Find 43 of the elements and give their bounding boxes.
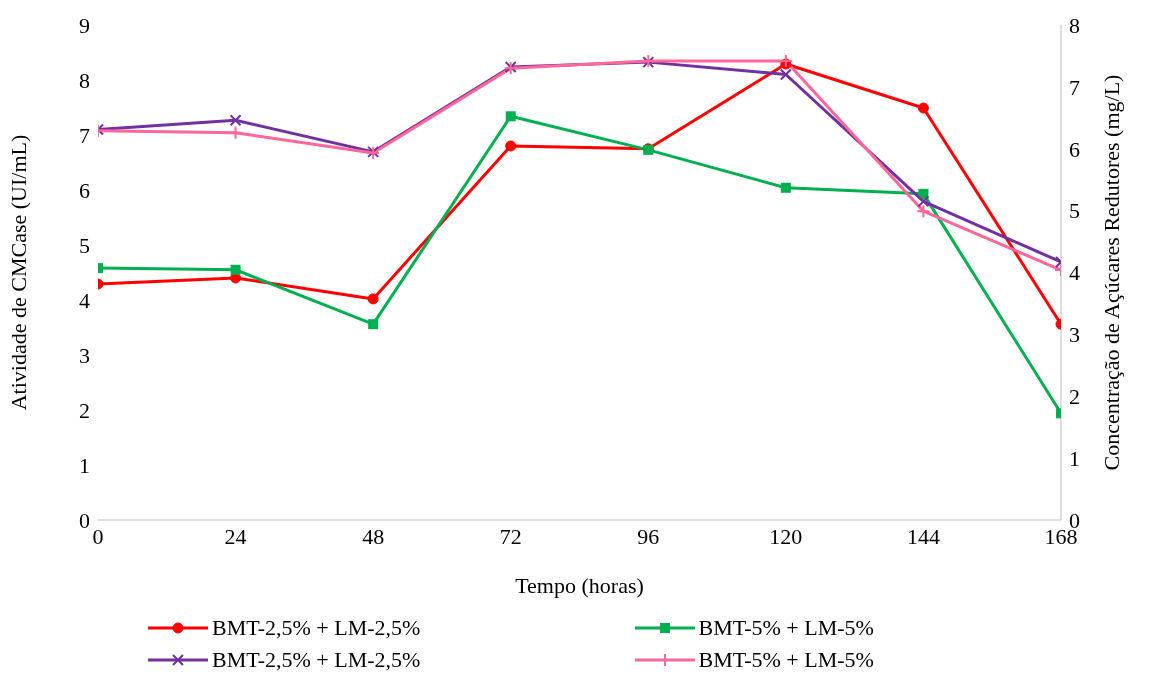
point xyxy=(368,319,379,330)
x-tick-label: 48 xyxy=(362,523,385,549)
y-tick-label: 4 xyxy=(79,287,90,313)
point xyxy=(779,68,792,81)
y2-tick-label: 8 xyxy=(1069,12,1080,38)
y-tick-label: 8 xyxy=(79,67,90,93)
point xyxy=(228,125,243,140)
y2-tick-label: 7 xyxy=(1069,74,1080,100)
y-tick-label: 6 xyxy=(79,177,90,203)
y-tick-label: 0 xyxy=(79,507,90,533)
y-tick-label: 1 xyxy=(79,452,90,478)
y2-tick-label: 2 xyxy=(1069,384,1080,410)
legend-label: BMT-5% + LM-5% xyxy=(698,647,874,673)
x-tick-label: 120 xyxy=(769,523,803,549)
y2-tick-label: 5 xyxy=(1069,198,1080,224)
y2-axis-title: Concentração de Açúcares Redutores (mg/L) xyxy=(1098,74,1124,471)
x-tick-label: 24 xyxy=(224,523,247,549)
point xyxy=(916,204,931,219)
y-axis-title: Atividade de CMCase (UI/mL) xyxy=(5,134,31,411)
point xyxy=(917,195,930,208)
x-tick-label: 96 xyxy=(637,523,660,549)
legend-label: BMT-5% + LM-5% xyxy=(698,615,874,641)
x-tick-label: 72 xyxy=(499,523,522,549)
legend-label: BMT-2,5% + LM-2,5% xyxy=(212,615,421,641)
y-tick-label: 3 xyxy=(79,342,90,368)
point xyxy=(505,140,517,152)
y-tick-label: 2 xyxy=(79,397,90,423)
x-tick-label: 144 xyxy=(906,523,940,549)
point xyxy=(230,264,241,275)
point xyxy=(367,293,379,305)
y-tick-label: 7 xyxy=(79,122,90,148)
point xyxy=(780,182,791,193)
point xyxy=(917,102,929,114)
y2-tick-label: 3 xyxy=(1069,322,1080,348)
y2-tick-label: 6 xyxy=(1069,136,1080,162)
y2-tick-label: 4 xyxy=(1069,260,1080,286)
y-tick-label: 9 xyxy=(79,12,90,38)
point xyxy=(229,114,242,127)
point xyxy=(505,111,516,122)
y-tick-label: 5 xyxy=(79,232,90,258)
y2-tick-label: 1 xyxy=(1069,445,1080,471)
x-axis-title: Tempo (horas) xyxy=(515,573,644,598)
legend-label: BMT-2,5% + LM-2,5% xyxy=(212,647,421,673)
